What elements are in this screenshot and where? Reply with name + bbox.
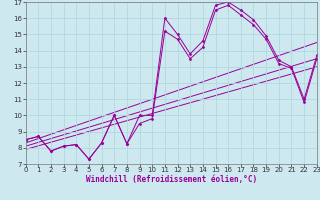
X-axis label: Windchill (Refroidissement éolien,°C): Windchill (Refroidissement éolien,°C) [86, 175, 257, 184]
